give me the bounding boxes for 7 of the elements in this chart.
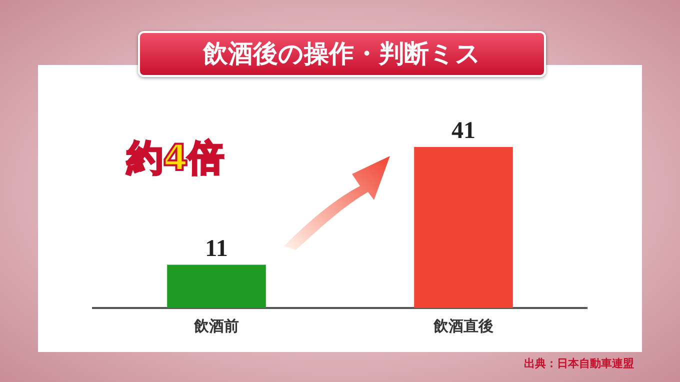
chart-title: 飲酒後の操作・判断ミス [138,31,546,77]
annotation: 約4倍 [127,137,224,181]
data-label: 11 [205,236,228,262]
x-tick-label: 飲酒前 [193,318,239,336]
data-label: 41 [452,118,476,144]
x-tick-label: 飲酒直後 [432,318,494,336]
source-note: 出典：日本自動車連盟 [524,356,634,371]
